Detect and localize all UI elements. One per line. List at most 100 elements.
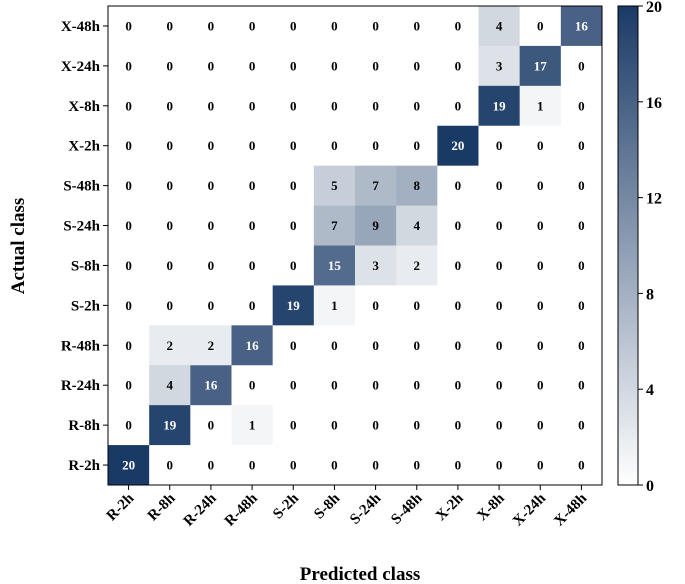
heatmap-cell xyxy=(519,205,562,246)
cell-value-label: 20 xyxy=(451,138,464,153)
cell-value-label: 0 xyxy=(455,418,462,433)
heatmap-cell xyxy=(190,85,232,127)
x-tick-label: X-8h xyxy=(474,490,508,524)
cell-value-label: 0 xyxy=(290,58,297,73)
cell-value-label: 0 xyxy=(496,138,503,153)
cell-value-label: 0 xyxy=(578,58,585,73)
cell-value-label: 0 xyxy=(496,458,503,473)
cell-value-label: 0 xyxy=(455,178,462,193)
colorbar-ticks: 0 4 8 12 16 20 xyxy=(638,0,662,495)
y-tick-label: S-48h xyxy=(63,179,100,195)
heatmap-cell xyxy=(231,125,274,167)
cell-value-label: 0 xyxy=(372,18,379,33)
heatmap-cell xyxy=(355,125,397,167)
heatmap-cell xyxy=(108,445,150,486)
x-tick-label: S-8h xyxy=(311,490,343,522)
cell-value-label: 0 xyxy=(331,378,338,393)
heatmap-cell xyxy=(560,165,603,207)
heatmap-cell xyxy=(478,85,521,127)
heatmap-cell xyxy=(231,325,274,366)
cell-value-label: 0 xyxy=(414,378,421,393)
cell-value-label: 0 xyxy=(578,458,585,473)
cell-value-label: 4 xyxy=(167,378,174,393)
cell-value-label: 0 xyxy=(167,258,174,273)
cell-value-label: 0 xyxy=(537,138,544,153)
heatmap-cell xyxy=(190,365,232,406)
cell-value-label: 0 xyxy=(414,98,421,113)
cell-value-label: 0 xyxy=(208,218,215,233)
x-tick-label: R-48h xyxy=(222,490,261,529)
heatmap-cell xyxy=(396,285,438,326)
heatmap-cell xyxy=(190,45,232,87)
heatmap-cell xyxy=(149,125,191,167)
heatmap-cell xyxy=(231,205,274,246)
y-tick-label: X-24h xyxy=(61,59,101,75)
heatmap-cell xyxy=(108,85,150,127)
colorbar xyxy=(617,5,639,486)
heatmap-cell xyxy=(437,365,479,406)
y-tick-label: X-8h xyxy=(68,99,100,115)
cell-value-label: 0 xyxy=(414,338,421,353)
cell-value-label: 0 xyxy=(455,258,462,273)
cell-value-label: 0 xyxy=(372,58,379,73)
cell-value-label: 0 xyxy=(167,18,174,33)
heatmap-cell xyxy=(313,245,356,286)
cell-value-label: 17 xyxy=(534,58,548,73)
heatmap-cell xyxy=(437,445,479,486)
cell-value-label: 0 xyxy=(331,98,338,113)
heatmap-cell xyxy=(560,325,603,366)
heatmap-cell xyxy=(108,405,150,446)
heatmap-cell xyxy=(519,405,562,446)
cell-value-label: 0 xyxy=(167,298,174,313)
cell-value-label: 0 xyxy=(537,18,544,33)
cell-value-label: 0 xyxy=(249,178,256,193)
cell-value-label: 0 xyxy=(578,218,585,233)
heatmap-cell xyxy=(437,325,479,366)
heatmap-cell xyxy=(231,365,274,406)
x-tick-label: R-8h xyxy=(145,490,179,524)
cell-value-label: 16 xyxy=(246,338,260,353)
colorbar-tick-label: 16 xyxy=(646,95,662,112)
cell-value-label: 0 xyxy=(537,458,544,473)
heatmap-cell xyxy=(190,445,232,486)
cell-value-label: 0 xyxy=(578,98,585,113)
heatmap-cell xyxy=(396,245,438,286)
heatmap-cell xyxy=(149,245,191,286)
cell-value-label: 15 xyxy=(328,258,342,273)
cell-value-label: 0 xyxy=(537,418,544,433)
x-tick-label: X-24h xyxy=(510,490,549,529)
heatmap-cell xyxy=(272,365,315,406)
heatmap-cell xyxy=(149,6,191,47)
cell-value-label: 0 xyxy=(290,458,297,473)
heatmap-cell xyxy=(478,365,521,406)
cell-value-label: 0 xyxy=(125,378,132,393)
cell-value-label: 0 xyxy=(208,178,215,193)
heatmap-cell xyxy=(231,285,274,326)
heatmap-cell xyxy=(231,245,274,286)
cell-value-label: 19 xyxy=(163,418,177,433)
cell-value-label: 0 xyxy=(290,218,297,233)
heatmap-cell xyxy=(355,405,397,446)
heatmap-cell xyxy=(149,445,191,486)
cell-value-label: 20 xyxy=(122,458,135,473)
cell-value-label: 0 xyxy=(455,378,462,393)
cell-value-label: 0 xyxy=(496,258,503,273)
heatmap-cell xyxy=(560,205,603,246)
cell-value-label: 0 xyxy=(208,298,215,313)
heatmap-cell xyxy=(149,405,191,446)
cell-value-label: 0 xyxy=(331,338,338,353)
y-tick-label: S-2h xyxy=(71,298,101,314)
cell-value-label: 0 xyxy=(455,458,462,473)
cell-value-label: 0 xyxy=(290,338,297,353)
heatmap-cell xyxy=(190,245,232,286)
heatmap-cell xyxy=(519,245,562,286)
y-tick-label: X-2h xyxy=(68,139,100,155)
heatmap-cell xyxy=(560,405,603,446)
y-tick-label: X-48h xyxy=(61,19,101,35)
x-tick-labels: R-2h R-8h R-24h R-48h S-2h S-8h S-24h S-48h X-2h… xyxy=(104,485,591,530)
heatmap-cell xyxy=(149,45,191,87)
cell-value-label: 0 xyxy=(331,138,338,153)
heatmap-cell xyxy=(560,445,603,486)
heatmap-cell xyxy=(519,85,562,127)
